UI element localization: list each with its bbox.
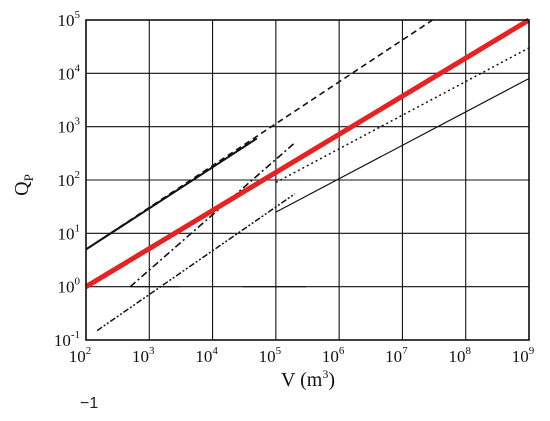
series-line-dash-dot: [129, 142, 296, 288]
series-line-solid-thick: [84, 17, 531, 289]
series-line-solid-thin: [275, 77, 530, 213]
x-tick-label: 104: [195, 345, 218, 366]
x-tick-label: 106: [322, 345, 345, 366]
y-tick-label: 104: [58, 62, 81, 83]
series-line-dash-dot-dot: [96, 193, 296, 332]
y-tick-labels: 10-1 100 101 102 103 104 105: [54, 9, 81, 350]
grid: [85, 19, 530, 341]
x-tick-label: 108: [448, 345, 471, 366]
x-tick-label: 105: [259, 345, 282, 366]
y-tick-label: 105: [58, 9, 81, 30]
x-tick-label: 109: [512, 345, 535, 366]
x-tick-label: 103: [132, 345, 155, 366]
series-line-solid: [85, 137, 258, 251]
series-layer: [84, 17, 531, 332]
y-axis-label: QP: [11, 174, 36, 196]
y-tick-label: 103: [58, 116, 81, 137]
y-tick-label: 100: [58, 276, 81, 297]
y-tick-label: 102: [58, 169, 81, 190]
plot-frame: [85, 19, 530, 341]
x-axis-label: V (m3): [281, 367, 335, 391]
x-tick-label: 102: [69, 345, 92, 366]
y-tick-label: 101: [58, 222, 81, 243]
x-tick-label: 107: [385, 345, 408, 366]
y-tick-label: 10-1: [54, 329, 80, 350]
x-tick-labels: 102 103 104 105 106 107 108 109: [69, 345, 535, 366]
footnote: −1: [80, 395, 98, 412]
